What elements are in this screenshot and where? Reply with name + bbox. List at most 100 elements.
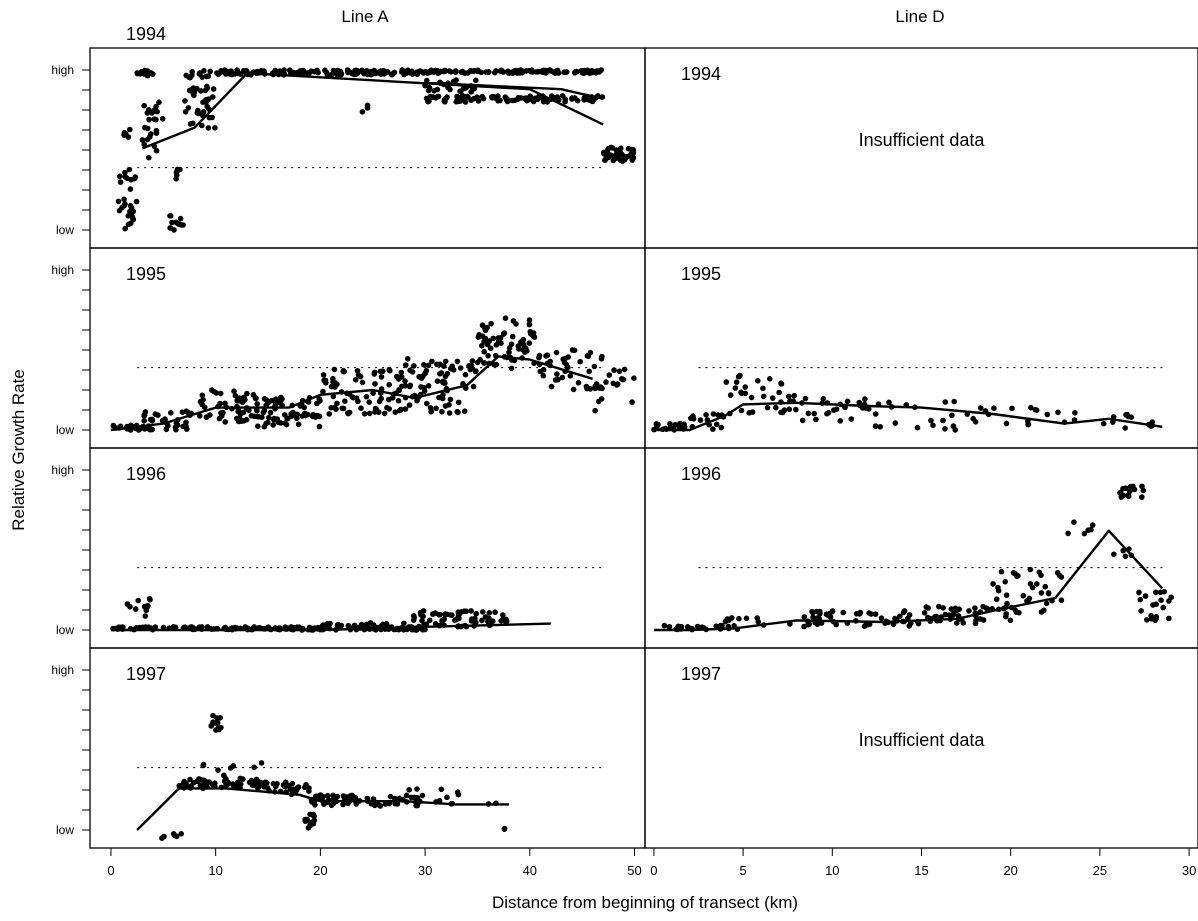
data-point-1558	[897, 613, 903, 620]
data-point-748	[294, 411, 301, 418]
panel-year-empty-0: 1994	[681, 64, 721, 84]
data-point-126	[191, 89, 198, 95]
data-point-10	[115, 198, 122, 205]
data-point-74	[150, 108, 156, 115]
data-point-1457	[411, 613, 417, 619]
data-point-894	[469, 358, 476, 364]
x-tick-label-0-10: 10	[208, 863, 222, 878]
data-point-515	[583, 95, 589, 101]
data-point-587	[609, 145, 615, 151]
data-point-1010	[586, 368, 592, 375]
plot-layer: high low high low high low high low 0 10 20 30 40 50 0…	[51, 24, 1198, 878]
panel-year-1: 1995	[126, 264, 166, 284]
data-point-799	[331, 366, 338, 373]
data-point-780	[366, 399, 373, 406]
data-point-851	[386, 396, 392, 403]
data-point-25	[127, 202, 134, 209]
data-point-592	[617, 149, 623, 155]
data-point-850	[340, 405, 347, 412]
data-point-282	[361, 70, 367, 77]
data-point-1932	[501, 826, 508, 832]
data-point-1927	[161, 833, 167, 840]
data-point-933	[425, 383, 432, 389]
data-point-825	[357, 373, 364, 380]
data-point-1133	[742, 384, 749, 390]
panel-year-2: 1995	[681, 264, 721, 284]
data-point-763	[316, 396, 323, 402]
data-point-13	[132, 174, 139, 180]
data-point-1474	[442, 611, 448, 617]
data-point-1059	[616, 368, 623, 375]
data-point-925	[433, 405, 439, 412]
data-point-583	[630, 148, 636, 154]
data-point-127	[205, 96, 212, 102]
data-point-803	[372, 381, 378, 387]
data-point-773	[310, 411, 317, 418]
y-tick-label-low-0: low	[56, 223, 74, 237]
data-point-1528	[736, 615, 742, 622]
data-point-853	[330, 379, 336, 385]
data-point-66	[153, 147, 160, 154]
data-point-1784	[251, 764, 257, 771]
x-tick-label-1-20: 20	[1003, 863, 1017, 878]
data-point-696	[234, 397, 240, 404]
data-point-1698	[1160, 604, 1166, 611]
data-point-1065	[614, 381, 621, 387]
data-point-1453	[441, 616, 448, 622]
data-point-1881	[387, 793, 394, 800]
data-point-779	[392, 409, 399, 416]
data-point-1046	[563, 361, 569, 368]
data-point-797	[342, 398, 348, 405]
data-point-1088	[710, 411, 717, 417]
data-point-1024	[587, 386, 594, 392]
data-point-1551	[892, 615, 898, 622]
data-point-1930	[172, 832, 178, 839]
data-point-566	[630, 155, 637, 161]
data-point-1651	[1038, 572, 1044, 579]
data-point-1105	[785, 393, 792, 400]
data-point-905	[439, 395, 446, 402]
data-point-756	[282, 420, 288, 427]
data-point-1666	[1056, 572, 1063, 579]
data-point-1892	[382, 801, 389, 807]
data-point-1375	[170, 624, 177, 630]
data-point-813	[398, 369, 405, 376]
data-point-906	[442, 358, 449, 365]
data-point-671	[254, 407, 260, 414]
data-point-61	[146, 154, 152, 161]
data-point-1196	[970, 415, 976, 422]
data-point-521	[465, 93, 471, 100]
data-point-407	[519, 69, 526, 76]
data-point-1677	[1065, 530, 1071, 537]
data-point-1765	[261, 784, 268, 790]
data-point-1173	[886, 399, 892, 406]
data-point-855	[396, 387, 402, 393]
data-point-408	[448, 69, 454, 75]
data-point-768	[263, 420, 269, 427]
data-point-52	[141, 141, 147, 148]
x-tick-label-0-40: 40	[523, 863, 537, 878]
data-point-97	[185, 105, 192, 111]
data-point-1063	[599, 385, 605, 392]
data-point-864	[446, 410, 453, 416]
data-point-609	[163, 426, 170, 433]
data-point-1581	[823, 611, 830, 617]
data-point-1045	[537, 368, 544, 375]
data-point-505	[527, 94, 533, 100]
data-point-690	[244, 390, 250, 397]
data-point-2	[127, 186, 134, 192]
data-point-956	[502, 315, 509, 322]
data-point-409	[505, 70, 512, 76]
data-point-1549	[872, 611, 879, 617]
data-point-1572	[813, 608, 820, 615]
data-point-1650	[990, 581, 996, 587]
data-point-772	[277, 420, 284, 426]
data-point-1487	[463, 608, 470, 615]
data-point-930	[402, 383, 409, 389]
data-point-1630	[940, 605, 946, 611]
data-point-1353	[296, 624, 303, 630]
column-title-line-d: Line D	[895, 7, 944, 26]
panel-year-5: 1997	[126, 664, 166, 684]
data-point-1714	[1150, 602, 1156, 608]
